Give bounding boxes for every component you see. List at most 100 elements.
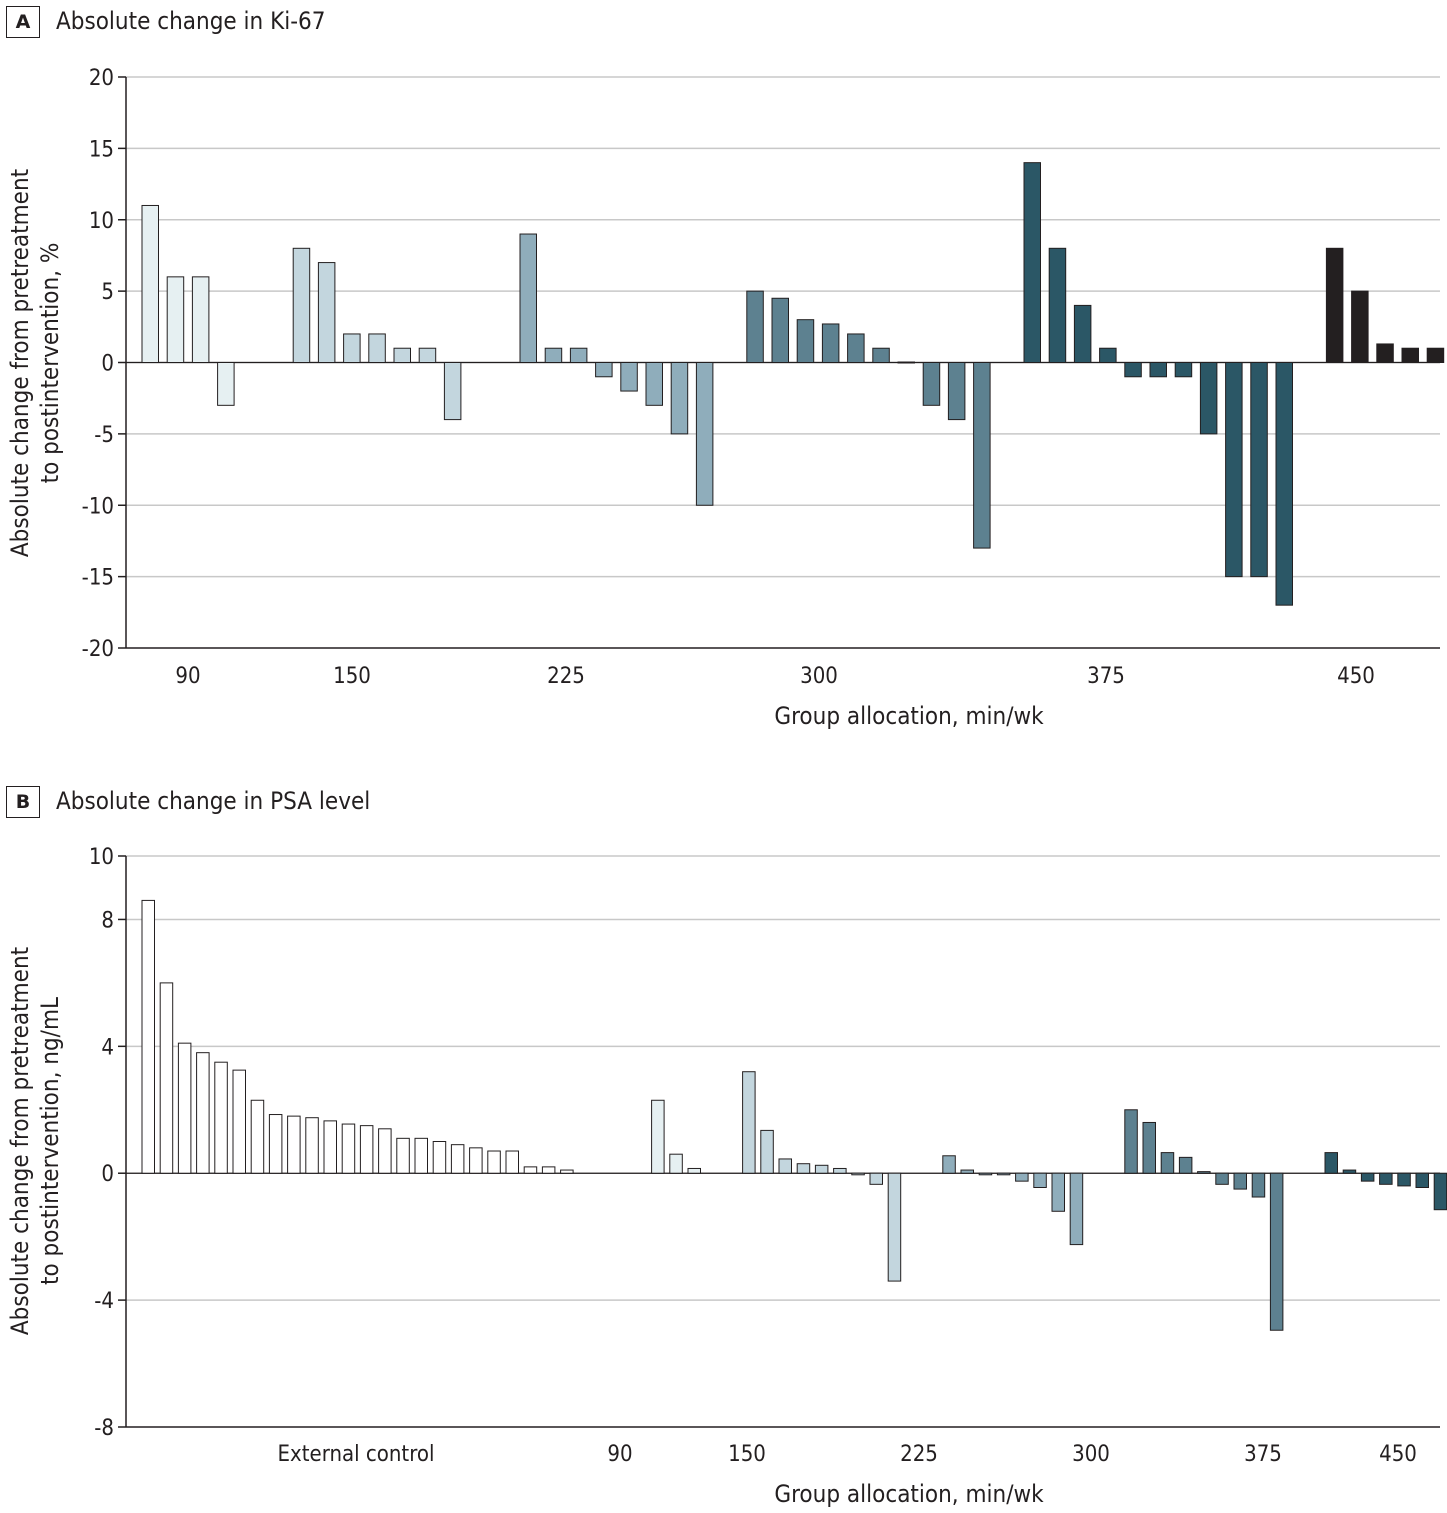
bar [432,1141,447,1174]
bar [317,262,336,364]
bar [833,1167,847,1174]
bar [1073,304,1092,363]
bar [1199,362,1218,435]
bar [487,1150,501,1174]
bar [814,1164,829,1174]
bar [922,362,941,406]
y-tick-label: 5 [101,280,114,305]
bar [450,1144,465,1174]
panel-b-letter: B [15,791,31,813]
bar [141,204,159,363]
bar [947,362,966,421]
y-axis-title-line: Absolute change from pretreatment [6,169,34,557]
bar [505,1150,519,1174]
bar [1197,1171,1211,1174]
bar [523,1166,538,1174]
bar [1142,1121,1156,1174]
y-tick-label: -5 [94,423,114,448]
bar [1033,1172,1047,1188]
x-axis-title: Group allocation, min/wk [774,1480,1044,1508]
bar [1415,1172,1429,1188]
bar [469,1147,483,1174]
bar [393,347,411,364]
bar [414,1137,428,1174]
x-group-label: 225 [547,664,585,689]
bar [177,1042,192,1174]
bar [960,1169,974,1174]
bar [232,1069,246,1174]
bar [651,1099,665,1174]
bar [305,1117,319,1174]
bar [519,233,537,363]
bar [1023,162,1041,363]
y-tick-label: 4 [101,1035,114,1060]
panel-a-letter: A [15,11,31,33]
bar [1379,1172,1393,1185]
bar [1376,343,1394,364]
bar [1250,362,1268,578]
x-group-label: 375 [1244,1442,1282,1467]
bar [359,1125,374,1174]
bar [771,297,789,364]
y-tick-label: -8 [94,1416,114,1441]
bar [645,362,663,406]
x-group-label: 150 [333,664,371,689]
bar [942,1155,956,1174]
y-tick-label: 0 [101,352,114,377]
bar [159,982,174,1174]
bar [418,347,437,364]
bar [196,1052,210,1174]
bar [1149,362,1167,378]
bar [1124,1109,1138,1174]
y-tick-label: 20 [89,66,114,91]
bar [368,333,386,364]
bar [778,1158,792,1174]
bar [595,362,613,378]
x-group-label: 90 [175,664,200,689]
bar [897,361,915,364]
bar [1342,1169,1357,1174]
bar [796,1163,811,1174]
x-group-label: 90 [607,1442,632,1467]
bar [1360,1172,1375,1182]
bar [695,362,714,506]
bar [1048,247,1067,363]
bar [821,323,840,363]
bar [1015,1172,1029,1182]
y-tick-label: 10 [89,209,114,234]
x-group-label: 300 [800,664,838,689]
bar [1251,1172,1266,1198]
y-tick-label: -4 [94,1289,114,1314]
panel-a-letter-box: A [6,6,40,38]
bar [978,1172,993,1176]
bar [1178,1156,1193,1174]
bar [746,290,764,363]
bar [191,276,210,364]
bar [217,362,235,406]
bar [1433,1172,1447,1211]
panel-a-title: Absolute change in Ki-67 [56,7,326,35]
panel-b-letter-box: B [6,786,40,818]
bar [250,1099,265,1174]
x-axis-title: Group allocation, min/wk [774,702,1044,730]
x-group-label: 450 [1337,664,1375,689]
bar [687,1167,701,1174]
bar [396,1137,410,1174]
bar [1069,1172,1084,1246]
x-group-label: 225 [900,1442,938,1467]
bar [847,333,865,364]
bar [872,347,890,364]
x-group-label: External control [278,1442,435,1467]
bar [1233,1172,1247,1190]
bar [141,899,155,1174]
bar [996,1172,1011,1176]
bar [1426,347,1445,364]
x-group-label: 450 [1379,1442,1417,1467]
bar [443,362,462,421]
y-tick-label: 8 [101,908,114,933]
y-axis-title-line: Absolute change from pretreatment [6,947,34,1335]
bar [1160,1152,1175,1174]
bar [1051,1172,1065,1212]
bar [166,276,185,364]
bar [1215,1172,1229,1185]
